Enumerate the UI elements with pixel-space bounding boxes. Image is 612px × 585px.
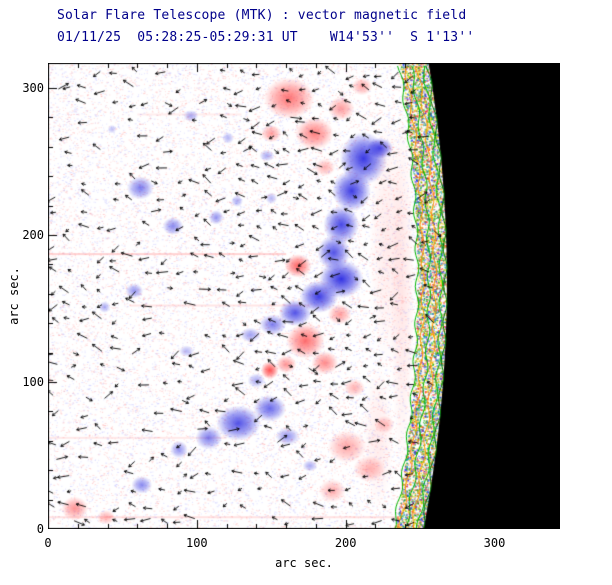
y-axis-title: arc sec. (7, 267, 21, 325)
x-tick-label: 0 (44, 536, 52, 550)
x-tick-label: 300 (483, 536, 506, 550)
y-tick-label: 200 (22, 227, 44, 242)
y-tick-label: 100 (22, 374, 44, 389)
y-tick-label: 300 (22, 80, 44, 95)
chart-subtitle: 01/11/25 05:28:25-05:29:31 UT W14'53'' S… (57, 30, 475, 45)
chart-title: Solar Flare Telescope (MTK) : vector mag… (57, 8, 467, 23)
x-axis-title: arc sec. (275, 556, 333, 570)
y-tick-label: 0 (36, 522, 44, 536)
x-tick-label: 100 (185, 536, 208, 550)
magnetogram-canvas (48, 63, 560, 529)
x-tick-label: 200 (334, 536, 357, 550)
